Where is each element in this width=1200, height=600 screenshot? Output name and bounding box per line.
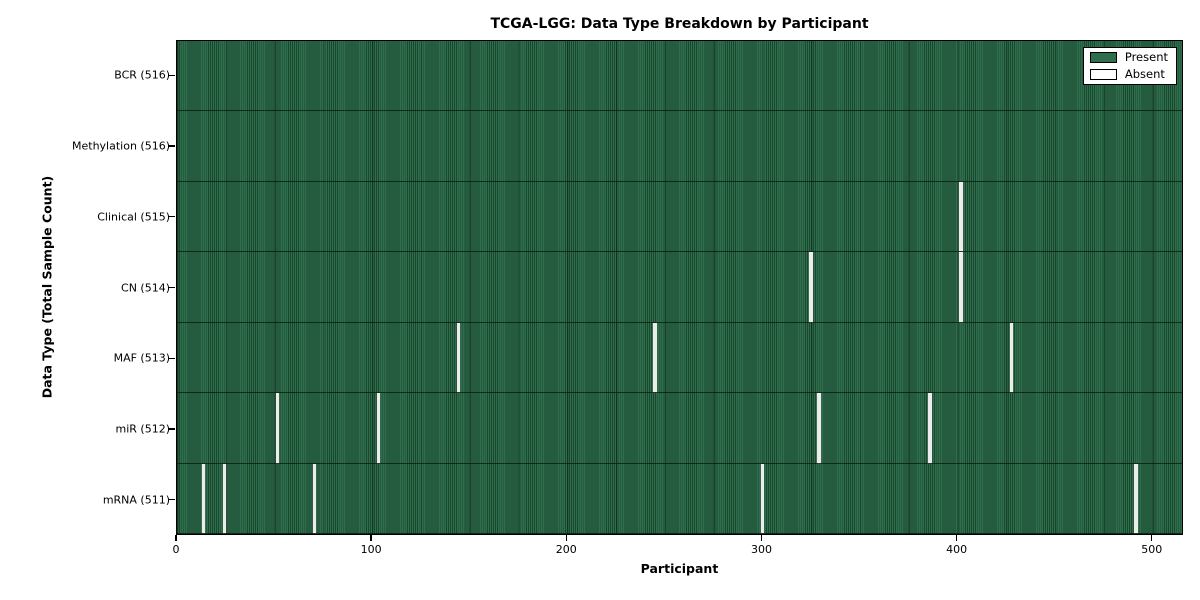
y-tick-label: miR (512)	[115, 422, 171, 436]
absent-stripe	[456, 322, 461, 393]
x-tick-label: 400	[946, 543, 968, 556]
legend-item-present: Present	[1089, 50, 1168, 64]
y-tick-label: Clinical (515)	[97, 210, 170, 224]
heatmap-row-mir	[177, 393, 1182, 464]
present-swatch-icon	[1089, 52, 1117, 64]
x-tick	[370, 535, 372, 541]
absent-stripe	[275, 393, 280, 463]
absent-stripe	[817, 393, 821, 463]
x-tick	[955, 535, 958, 541]
legend-label-present: Present	[1124, 50, 1168, 64]
absent-stripe	[201, 463, 206, 533]
legend-label-absent: Absent	[1124, 66, 1165, 81]
y-tick-label: Methylation (516)	[72, 139, 170, 153]
absent-stripe	[653, 322, 657, 393]
x-tick-label: 0	[172, 543, 180, 556]
absent-stripe	[959, 252, 963, 322]
heatmap-row-cn	[177, 252, 1182, 323]
y-tick-label: MAF (513)	[113, 351, 170, 365]
x-tick	[175, 535, 177, 541]
y-tick	[169, 498, 175, 501]
y-tick	[169, 145, 175, 147]
heatmap-row-clinical	[177, 181, 1182, 253]
legend: Present Absent	[1082, 47, 1177, 85]
y-tick-label: CN (514)	[121, 281, 170, 294]
x-tick-label: 200	[555, 543, 577, 556]
y-tick-label: mRNA (511)	[102, 493, 170, 507]
absent-stripe	[376, 393, 381, 463]
heatmap-row-bcr	[177, 41, 1182, 112]
heatmap-row-methylation	[177, 111, 1182, 182]
x-axis-label: Participant	[640, 561, 719, 576]
y-tick	[169, 428, 175, 430]
x-tick-label: 500	[1141, 543, 1163, 556]
y-tick-label: BCR (516)	[114, 68, 170, 82]
x-tick	[760, 535, 763, 541]
x-tick	[565, 535, 567, 541]
absent-stripe	[222, 463, 227, 533]
absent-stripe	[1134, 463, 1138, 533]
heatmap-row-maf	[177, 322, 1182, 394]
absent-stripe	[928, 393, 932, 463]
absent-stripe	[809, 252, 813, 322]
heatmap-row-mrna	[177, 463, 1182, 534]
y-tick	[169, 357, 175, 359]
legend-item-absent: Absent	[1089, 66, 1168, 81]
absent-stripe	[312, 463, 317, 533]
absent-swatch-icon	[1089, 68, 1117, 80]
y-tick	[169, 216, 175, 218]
y-tick	[169, 286, 175, 289]
x-tick	[1151, 535, 1153, 541]
absent-stripe	[959, 181, 963, 252]
x-tick-label: 100	[360, 543, 382, 556]
x-tick-label: 300	[750, 543, 772, 556]
absent-stripe	[1009, 322, 1014, 393]
y-axis-label: Data Type (Total Sample Count)	[39, 175, 55, 399]
chart-title: TCGA-LGG: Data Type Breakdown by Partici…	[490, 16, 869, 32]
plot-area: Present Absent	[176, 40, 1183, 535]
y-tick	[169, 74, 175, 77]
absent-stripe	[760, 463, 765, 533]
